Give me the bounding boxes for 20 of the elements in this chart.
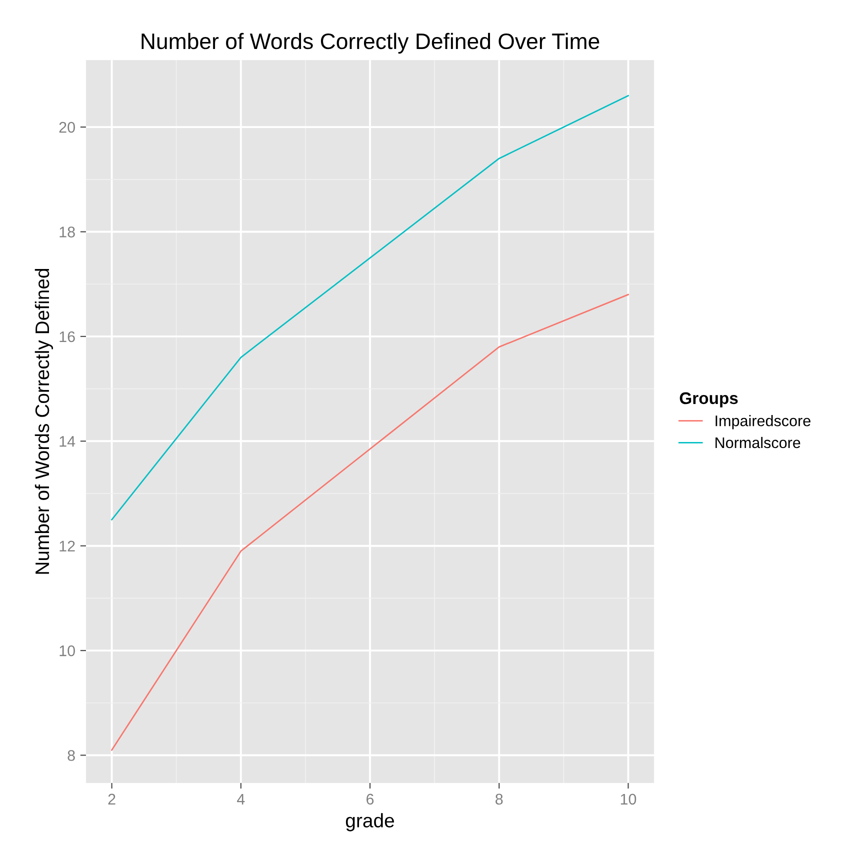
y-axis-title: Number of Words Correctly Defined (34, 268, 54, 574)
line-series (111, 294, 629, 751)
y-tick-label: 12 (60, 540, 75, 552)
chart-title: Number of Words Correctly Defined Over Time (142, 32, 600, 54)
legend-title: Groups (680, 392, 738, 408)
y-tick-label: 16 (60, 331, 75, 342)
legend-label: Impairedscore (716, 415, 810, 430)
x-tick-label: 2 (108, 794, 116, 804)
line-series (111, 94, 629, 520)
x-tick-label: 6 (366, 794, 374, 805)
y-tick-label: 20 (59, 122, 75, 133)
y-tick-label: 14 (60, 436, 76, 447)
x-tick-label: 8 (496, 794, 503, 805)
y-tick-label: 18 (60, 226, 75, 238)
x-tick-label: 4 (237, 794, 245, 804)
x-tick-label: 10 (620, 794, 636, 805)
y-tick-label: 8 (68, 750, 75, 761)
legend-label: Normalscore (716, 436, 800, 448)
y-tick-label: 10 (60, 645, 75, 656)
x-axis-title: grade (346, 813, 394, 832)
